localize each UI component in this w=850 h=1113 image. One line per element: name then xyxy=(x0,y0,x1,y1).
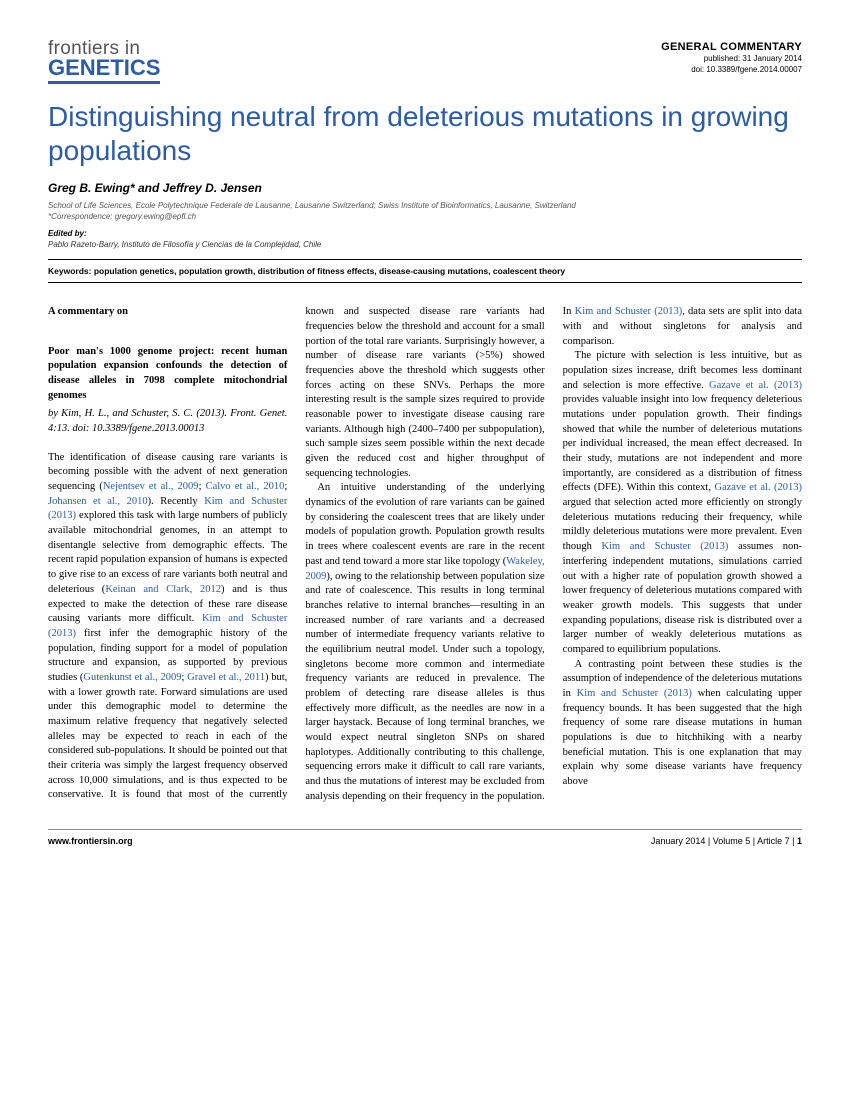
citation-link[interactable]: Gazave et al. (2013) xyxy=(714,482,802,493)
page-number: 1 xyxy=(797,836,802,846)
page-footer: www.frontiersin.org January 2014 | Volum… xyxy=(48,829,802,846)
edited-by-label: Edited by: xyxy=(48,229,802,238)
footer-url[interactable]: www.frontiersin.org xyxy=(48,836,133,846)
correspondence: *Correspondence: gregory.ewing@epfl.ch xyxy=(48,212,802,221)
citation-link[interactable]: Kim and Schuster (2013) xyxy=(575,306,683,317)
edited-by: Pablo Razeto-Barry, Instituto de Filosof… xyxy=(48,240,802,249)
body-paragraph-4: A contrasting point between these studie… xyxy=(563,658,802,790)
citation-link[interactable]: Calvo et al., 2010 xyxy=(206,481,285,492)
keywords: Keywords: population genetics, populatio… xyxy=(48,259,802,283)
publication-type: GENERAL COMMENTARY xyxy=(661,40,802,54)
citation-link[interactable]: Keinan and Clark, 2012 xyxy=(105,584,221,595)
article-body: A commentary on Poor man's 1000 genome p… xyxy=(48,305,802,804)
citation-link[interactable]: Gazave et al. (2013) xyxy=(709,380,802,391)
page-header: frontiers in GENETICS GENERAL COMMENTARY… xyxy=(48,40,802,84)
commentary-label: A commentary on xyxy=(48,305,287,320)
citation-link[interactable]: Kim and Schuster (2013) xyxy=(601,541,728,552)
affiliation: School of Life Sciences, Ecole Polytechn… xyxy=(48,201,802,210)
journal-logo: frontiers in GENETICS xyxy=(48,40,160,84)
citation-link[interactable]: Johansen et al., 2010 xyxy=(48,496,148,507)
authors: Greg B. Ewing* and Jeffrey D. Jensen xyxy=(48,181,802,195)
publication-date: published: 31 January 2014 xyxy=(661,54,802,64)
journal-name-bottom: GENETICS xyxy=(48,58,160,84)
commentary-title: Poor man's 1000 genome project: recent h… xyxy=(48,345,287,404)
commentary-citation: by Kim, H. L., and Schuster, S. C. (2013… xyxy=(48,407,287,436)
citation-link[interactable]: Gravel et al., 2011 xyxy=(187,672,265,683)
article-title: Distinguishing neutral from deleterious … xyxy=(48,100,802,167)
citation-link[interactable]: Nejentsev et al., 2009 xyxy=(103,481,199,492)
publication-info: GENERAL COMMENTARY published: 31 January… xyxy=(661,40,802,75)
publication-doi: doi: 10.3389/fgene.2014.00007 xyxy=(661,65,802,75)
footer-issue: January 2014 | Volume 5 | Article 7 | 1 xyxy=(651,836,802,846)
body-paragraph-3: The picture with selection is less intui… xyxy=(563,349,802,657)
citation-link[interactable]: Gutenkunst et al., 2009 xyxy=(83,672,181,683)
citation-link[interactable]: Kim and Schuster (2013) xyxy=(577,688,692,699)
